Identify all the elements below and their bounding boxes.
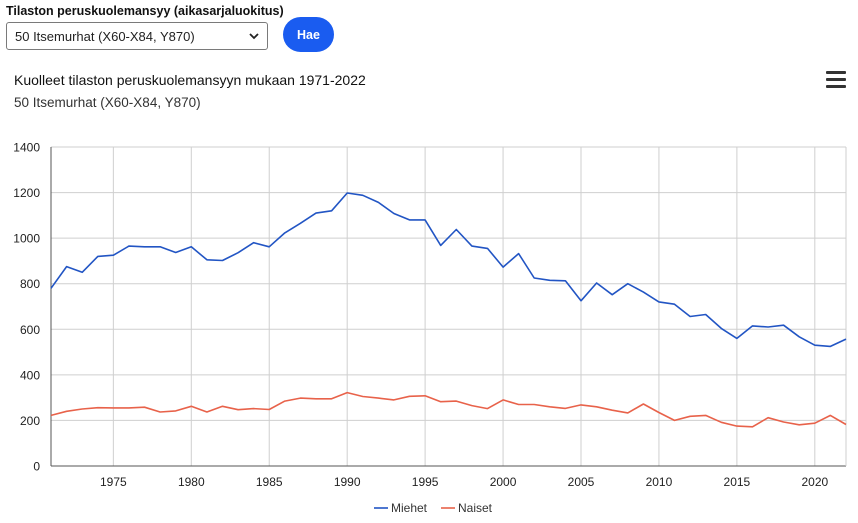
y-tick-label: 600 (20, 323, 40, 337)
menu-icon (826, 71, 846, 74)
x-tick-label: 2005 (568, 475, 595, 489)
series-line-miehet (50, 192, 847, 348)
cause-of-death-label: Tilaston peruskuolemansyy (aikasarjaluok… (6, 4, 284, 18)
x-tick-label: 2000 (490, 475, 517, 489)
legend-label: Miehet (391, 501, 428, 515)
y-tick-label: 1200 (13, 186, 40, 200)
y-tick-label: 800 (20, 277, 40, 291)
x-tick-label: 1990 (334, 475, 361, 489)
chart-title: Kuolleet tilaston peruskuolemansyyn muka… (14, 72, 366, 88)
x-tick-label: 1980 (178, 475, 205, 489)
x-tick-label: 2010 (646, 475, 673, 489)
x-tick-label: 1985 (256, 475, 283, 489)
y-tick-label: 200 (20, 414, 40, 428)
select-value: 50 Itsemurhat (X60-X84, Y870) (15, 28, 195, 44)
x-tick-label: 1995 (412, 475, 439, 489)
search-button[interactable]: Hae (283, 17, 334, 52)
y-tick-label: 1400 (13, 141, 40, 155)
chart-menu-button[interactable] (826, 71, 846, 89)
y-tick-label: 0 (33, 460, 40, 474)
x-tick-label: 2020 (801, 475, 828, 489)
x-tick-label: 1975 (100, 475, 127, 489)
x-tick-label: 2015 (724, 475, 751, 489)
y-tick-label: 400 (20, 368, 40, 382)
y-tick-label: 1000 (13, 232, 40, 246)
cause-of-death-select[interactable]: 50 Itsemurhat (X60-X84, Y870) (6, 22, 268, 50)
chart-subtitle: 50 Itsemurhat (X60-X84, Y870) (14, 95, 201, 110)
legend-label: Naiset (458, 501, 493, 515)
chevron-down-icon (249, 33, 259, 40)
series-line-naiset (50, 391, 847, 428)
